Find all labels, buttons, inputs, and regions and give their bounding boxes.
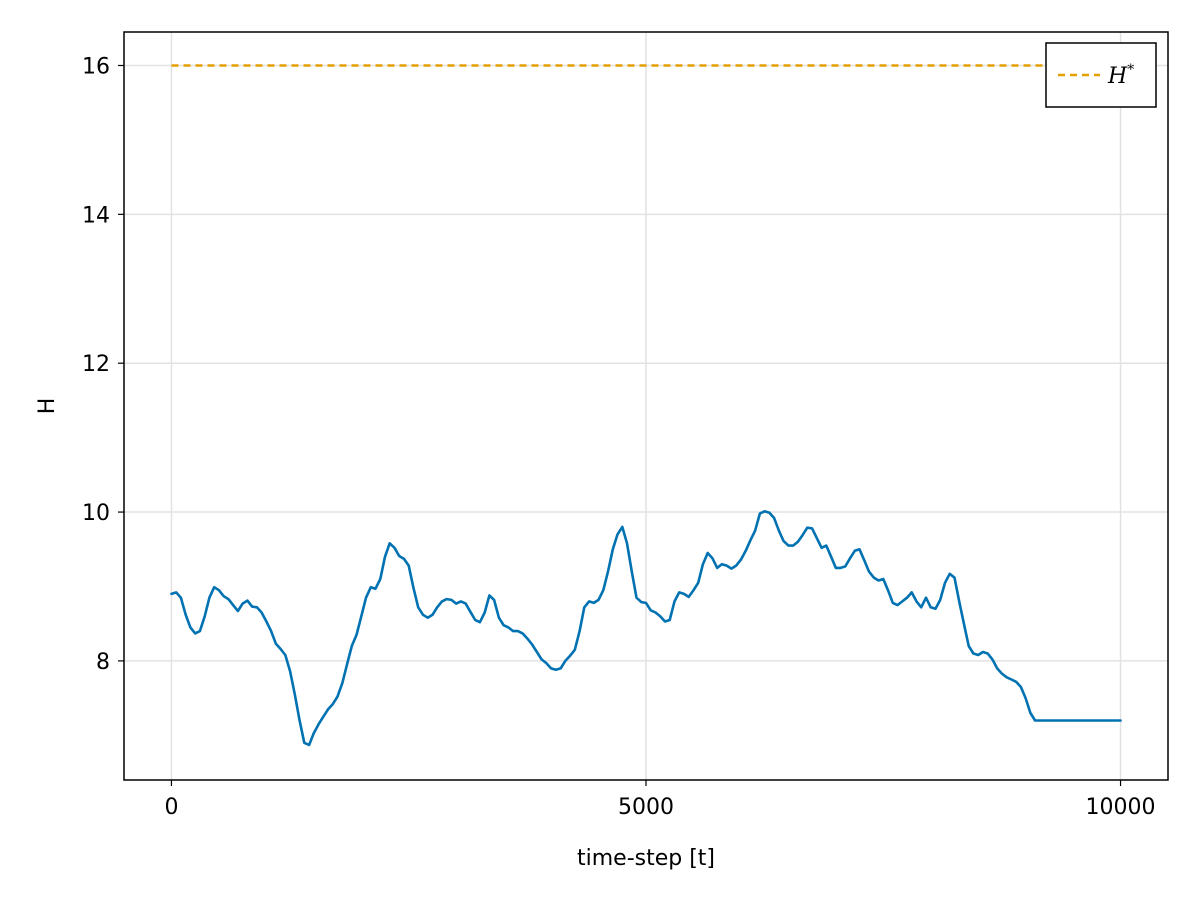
legend-label-main: H: [1107, 64, 1128, 89]
x-tick-label: 0: [164, 795, 178, 820]
y-tick-label: 14: [82, 203, 110, 228]
x-tick-label: 5000: [618, 795, 674, 820]
x-axis-label: time-step [t]: [577, 846, 715, 871]
axis-ticks: 0 5000 10000 8 10 12 14 16: [82, 54, 1156, 820]
y-tick-label: 16: [82, 54, 110, 79]
grid: [124, 32, 1168, 780]
legend-label-reference: H*: [1107, 62, 1134, 89]
legend: H*: [1045, 42, 1157, 108]
legend-label-superscript: *: [1127, 62, 1134, 78]
y-tick-label: 10: [82, 501, 110, 526]
y-axis-label: H: [35, 398, 60, 415]
x-tick-label: 10000: [1086, 795, 1156, 820]
y-tick-label: 12: [82, 352, 110, 377]
series-line-measured: [170, 510, 1122, 747]
plot-series: [170, 64, 1122, 747]
y-tick-label: 8: [96, 650, 110, 675]
